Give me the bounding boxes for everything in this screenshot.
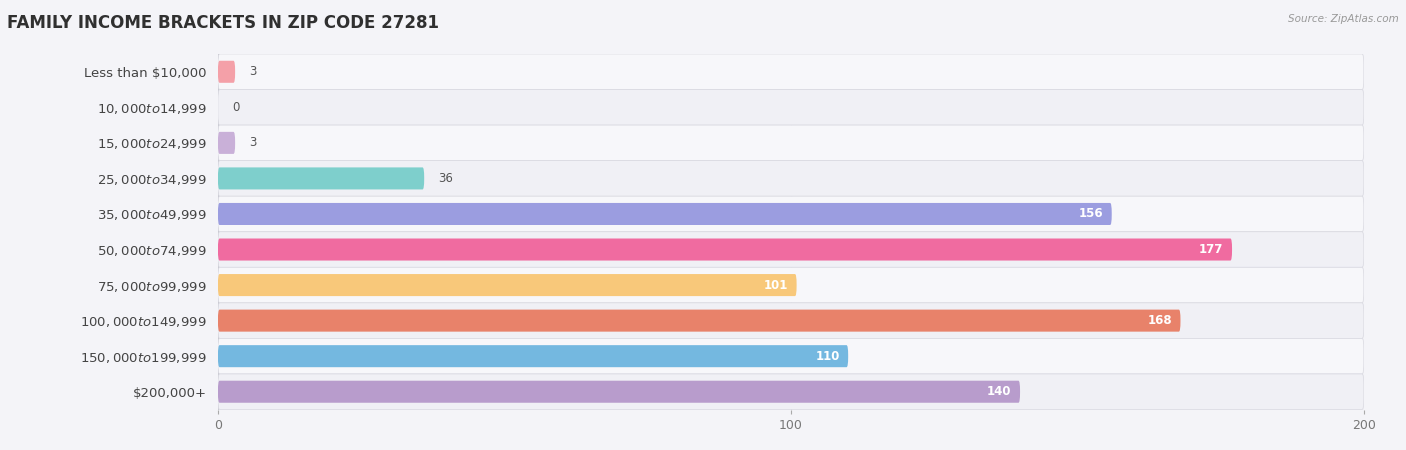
Text: 140: 140 <box>987 385 1011 398</box>
FancyBboxPatch shape <box>218 161 1364 196</box>
FancyBboxPatch shape <box>218 338 1364 374</box>
FancyBboxPatch shape <box>218 54 1364 90</box>
FancyBboxPatch shape <box>218 232 1364 267</box>
FancyBboxPatch shape <box>218 310 1181 332</box>
FancyBboxPatch shape <box>218 345 848 367</box>
Text: 3: 3 <box>249 65 257 78</box>
FancyBboxPatch shape <box>218 61 235 83</box>
FancyBboxPatch shape <box>218 381 1019 403</box>
FancyBboxPatch shape <box>218 90 1364 125</box>
FancyBboxPatch shape <box>218 303 1364 338</box>
FancyBboxPatch shape <box>218 167 425 189</box>
Text: 0: 0 <box>232 101 239 114</box>
Text: 168: 168 <box>1147 314 1171 327</box>
FancyBboxPatch shape <box>218 274 797 296</box>
FancyBboxPatch shape <box>218 132 235 154</box>
Text: 177: 177 <box>1199 243 1223 256</box>
Text: 101: 101 <box>763 279 787 292</box>
FancyBboxPatch shape <box>218 267 1364 303</box>
Text: 110: 110 <box>815 350 839 363</box>
Text: 3: 3 <box>249 136 257 149</box>
FancyBboxPatch shape <box>218 203 1112 225</box>
FancyBboxPatch shape <box>218 238 1232 261</box>
Text: 156: 156 <box>1078 207 1104 220</box>
Text: Source: ZipAtlas.com: Source: ZipAtlas.com <box>1288 14 1399 23</box>
Text: FAMILY INCOME BRACKETS IN ZIP CODE 27281: FAMILY INCOME BRACKETS IN ZIP CODE 27281 <box>7 14 439 32</box>
FancyBboxPatch shape <box>218 374 1364 410</box>
Text: 36: 36 <box>439 172 453 185</box>
FancyBboxPatch shape <box>218 125 1364 161</box>
FancyBboxPatch shape <box>218 196 1364 232</box>
